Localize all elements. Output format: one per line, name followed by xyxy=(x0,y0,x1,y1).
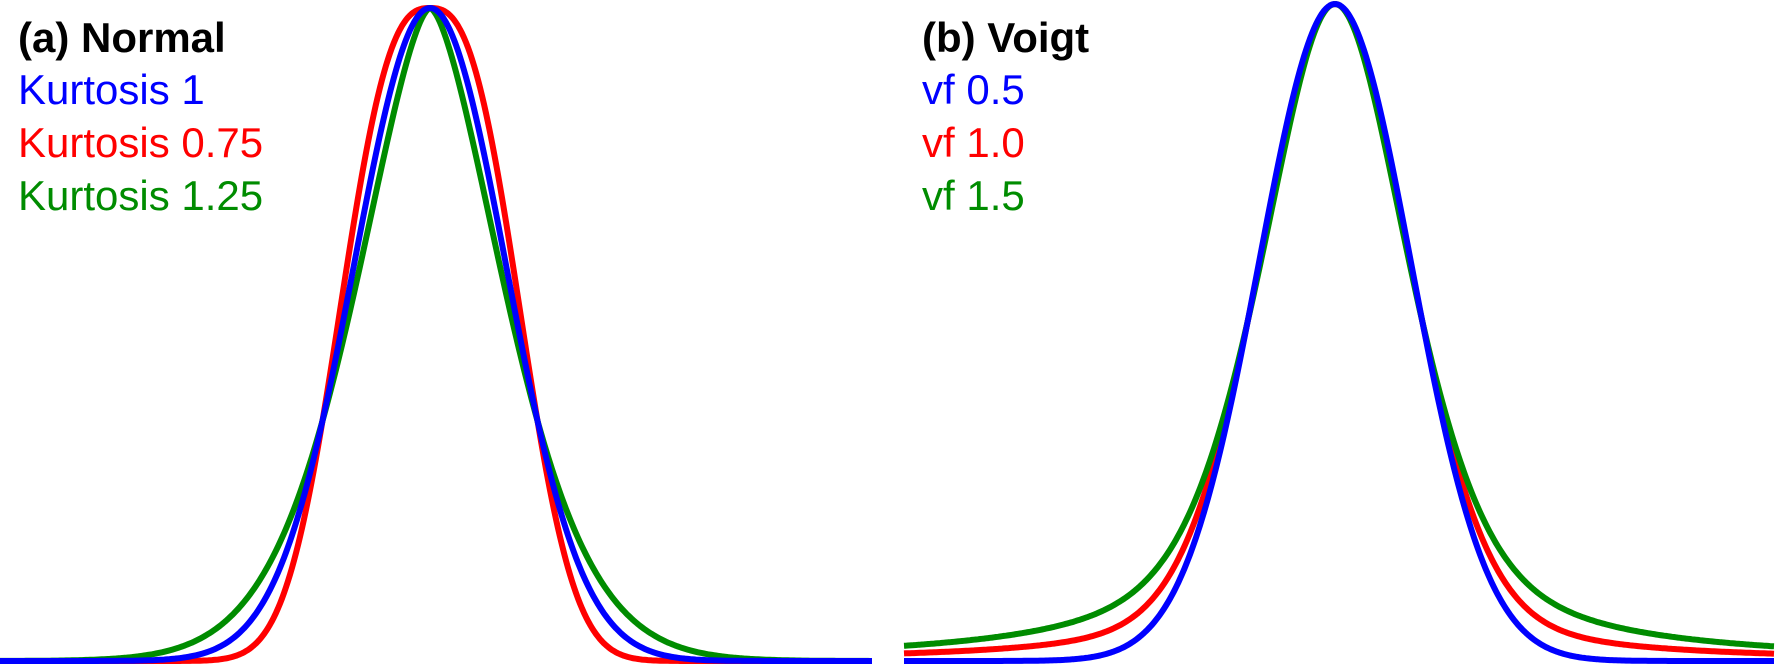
series-line-kurtosis-1-25 xyxy=(0,5,873,664)
legend-entry-kurtosis-1: Kurtosis 1 xyxy=(18,66,205,113)
legend-entry-vf-1-5: vf 1.5 xyxy=(922,172,1025,219)
legend-entry-kurtosis-1-25: Kurtosis 1.25 xyxy=(18,172,263,219)
legend-entry-kurtosis-0-75: Kurtosis 0.75 xyxy=(18,119,263,166)
panel-normal: (a) Normal Kurtosis 1 Kurtosis 0.75 Kurt… xyxy=(0,5,873,664)
panel-b-title: (b) Voigt xyxy=(922,14,1089,61)
panel-voigt: (b) Voigt vf 0.5 vf 1.0 vf 1.5 xyxy=(903,1,1775,664)
series-line-kurtosis-1 xyxy=(0,5,873,664)
legend-entry-vf-1-0: vf 1.0 xyxy=(922,119,1025,166)
series-line-vf-0-5 xyxy=(903,1,1775,664)
series-line-vf-1-5 xyxy=(903,1,1775,650)
series-line-vf-1-0 xyxy=(903,1,1775,657)
legend-entry-vf-0-5: vf 0.5 xyxy=(922,66,1025,113)
panel-a-title: (a) Normal xyxy=(18,14,226,61)
